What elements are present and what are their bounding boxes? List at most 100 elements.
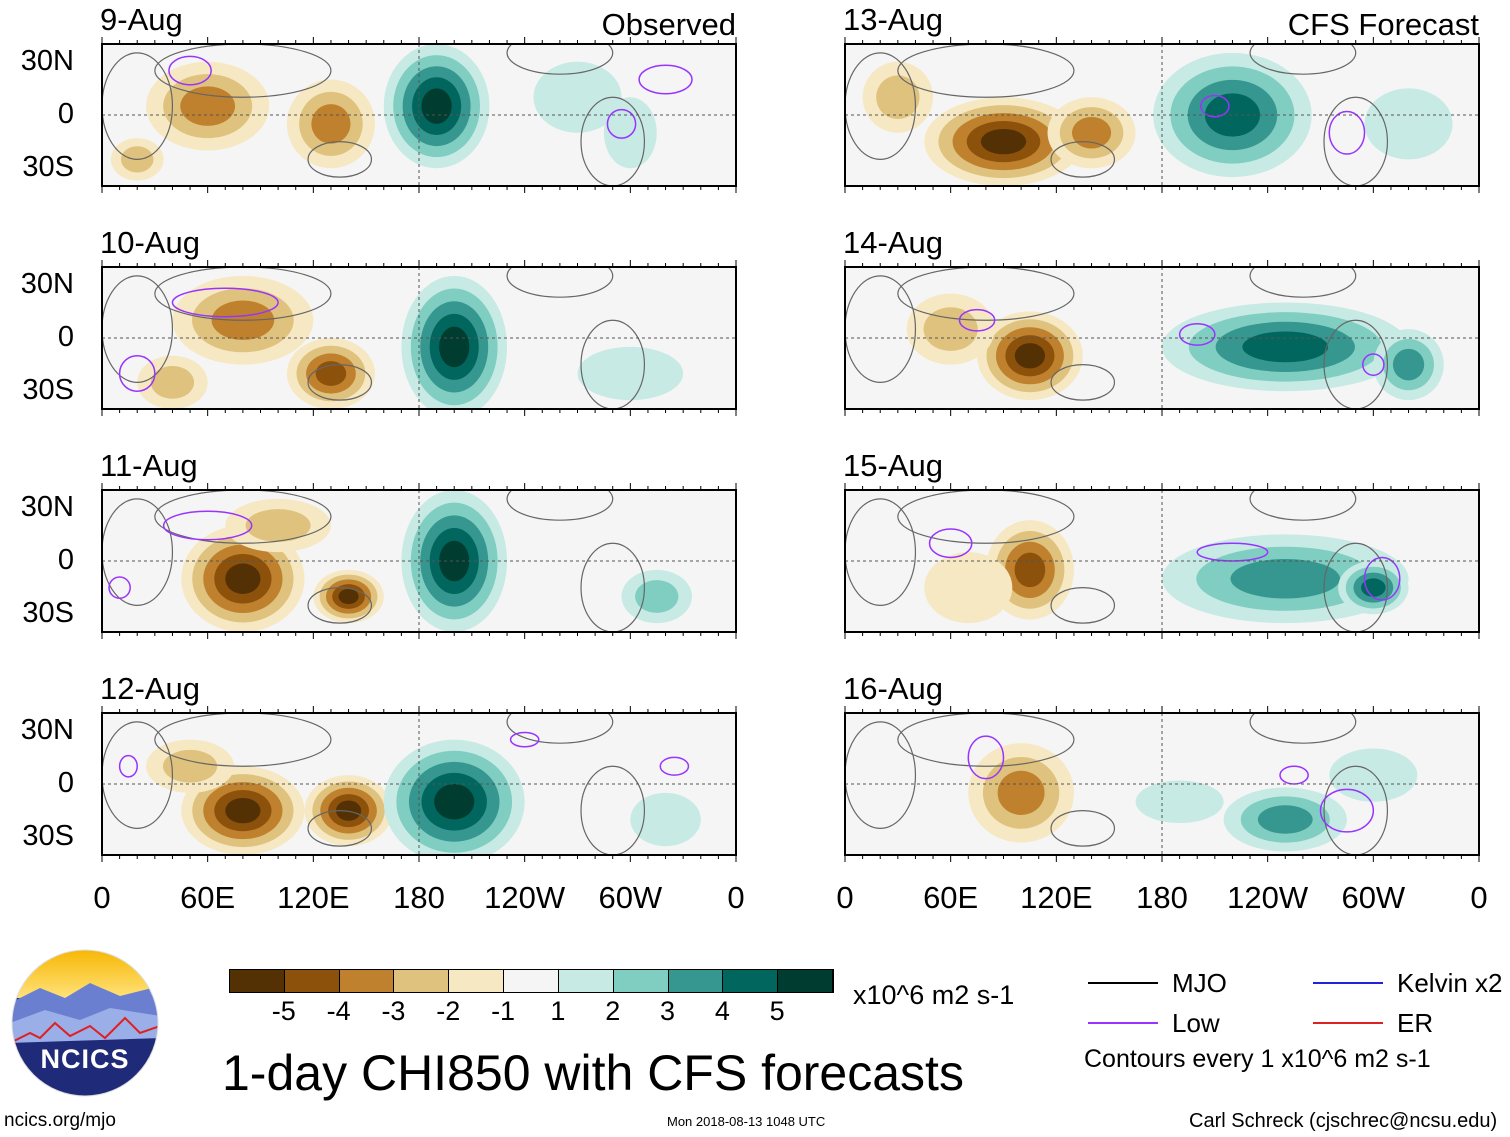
lat-label: 30N	[20, 44, 74, 77]
anomaly-shade	[923, 307, 978, 351]
author-credit: Carl Schreck (cjschrec@ncsu.edu)	[1189, 1110, 1498, 1132]
colorbar-swatch	[284, 970, 340, 992]
low-contour	[958, 308, 996, 332]
panel-date: 12-Aug	[100, 671, 200, 706]
colorbar-swatch	[230, 970, 285, 992]
coastline	[154, 267, 332, 321]
anomaly-shade	[876, 75, 920, 120]
map-panel	[844, 483, 1480, 639]
legend-line-er	[1313, 1022, 1383, 1024]
coastline	[845, 52, 917, 160]
coastline	[897, 490, 1075, 544]
colorbar-label: 3	[660, 996, 676, 1026]
map-panel	[101, 706, 737, 862]
panel-date: 13-Aug	[843, 2, 943, 37]
low-contour	[1328, 110, 1366, 155]
coastline	[1323, 765, 1389, 855]
lon-label: 60E	[923, 880, 979, 915]
legend-label: ER	[1397, 1008, 1434, 1038]
anomaly-shade	[225, 563, 261, 594]
coastline	[506, 267, 614, 298]
contour-note: Contours every 1 x10^6 m2 s-1	[1084, 1045, 1431, 1073]
low-contour	[118, 754, 138, 778]
legend-label: Low	[1172, 1008, 1220, 1038]
coastline	[1323, 96, 1389, 186]
panel-date: 15-Aug	[843, 448, 943, 483]
panel-date: 11-Aug	[100, 448, 198, 483]
lon-label: 0	[727, 880, 745, 915]
ncics-logo: NCICS	[10, 948, 160, 1098]
timestamp: Mon 2018-08-13 1048 UTC	[667, 1114, 826, 1129]
coastline	[1323, 319, 1389, 409]
anomaly-shade	[225, 797, 261, 824]
legend-line-low	[1088, 1022, 1158, 1024]
coastline	[845, 498, 917, 606]
colorbar-swatch	[613, 970, 669, 992]
panel-date: 10-Aug	[100, 225, 200, 260]
map-panel	[844, 37, 1480, 193]
colorbar-label: -5	[271, 996, 296, 1026]
coastline	[580, 765, 646, 855]
colorbar-swatch	[449, 970, 505, 992]
lon-label: 0	[836, 880, 854, 915]
anomaly-shade	[533, 61, 622, 133]
colorbar-swatch	[504, 970, 559, 992]
panel-frame	[844, 266, 1480, 410]
anomaly-shade	[421, 88, 452, 124]
colorbar-label: 2	[605, 996, 621, 1026]
colorbar-swatch	[668, 970, 724, 992]
coastline	[1323, 542, 1389, 632]
anomaly-shade	[335, 800, 362, 821]
anomaly-shade	[1392, 348, 1425, 381]
lon-label: 120E	[1020, 880, 1093, 915]
lat-label: 30N	[20, 267, 74, 300]
lon-label: 120W	[1227, 880, 1309, 915]
coastline	[1050, 587, 1116, 624]
map-panel	[844, 260, 1480, 416]
anomaly-shade	[1364, 88, 1453, 160]
low-contour	[1319, 788, 1375, 833]
colorbar-label: -2	[436, 996, 461, 1026]
anomaly-shade	[338, 588, 359, 605]
low-contour	[168, 55, 212, 86]
coastline	[506, 713, 614, 744]
anomaly-shade	[1071, 116, 1112, 149]
coastline	[307, 141, 373, 178]
lon-label: 120E	[277, 880, 350, 915]
low-contour	[1279, 765, 1309, 785]
anomaly-shade	[980, 128, 1027, 155]
coastline	[897, 267, 1075, 321]
panel-date: 9-Aug	[100, 2, 183, 37]
panel-frame	[844, 43, 1480, 187]
panel-frame	[844, 489, 1480, 633]
lat-label: 0	[57, 767, 74, 799]
coastline	[1249, 267, 1357, 298]
coastline	[845, 721, 917, 829]
anomaly-shade	[162, 749, 218, 783]
coastline	[506, 44, 614, 75]
anomaly-shade	[439, 540, 470, 582]
colorbar-label: 1	[550, 996, 566, 1026]
coastline	[845, 275, 917, 383]
anomaly-shade	[150, 365, 195, 399]
lat-label: 0	[57, 98, 74, 130]
anomaly-shade	[1014, 343, 1046, 369]
low-contour	[606, 108, 637, 139]
anomaly-shade	[1329, 748, 1418, 802]
panel-date: 14-Aug	[843, 225, 943, 260]
low-contour	[1199, 94, 1230, 118]
coastline	[1249, 44, 1357, 75]
colorbar-label: 5	[769, 996, 785, 1026]
figure-title: 1-day CHI850 with CFS forecasts	[222, 1045, 964, 1101]
anomaly-shade	[1204, 93, 1261, 137]
legend-label: Kelvin x2	[1397, 968, 1503, 998]
site-url[interactable]: ncics.org/mjo	[4, 1110, 116, 1131]
forecast-header: CFS Forecast	[1287, 7, 1479, 42]
lon-label: 180	[1136, 880, 1188, 915]
low-contour	[509, 731, 540, 748]
low-contour	[1363, 556, 1401, 601]
coastline	[102, 721, 174, 829]
colorbar-swatch	[778, 970, 833, 992]
low-contour	[659, 756, 690, 776]
lon-label: 60E	[180, 880, 236, 915]
